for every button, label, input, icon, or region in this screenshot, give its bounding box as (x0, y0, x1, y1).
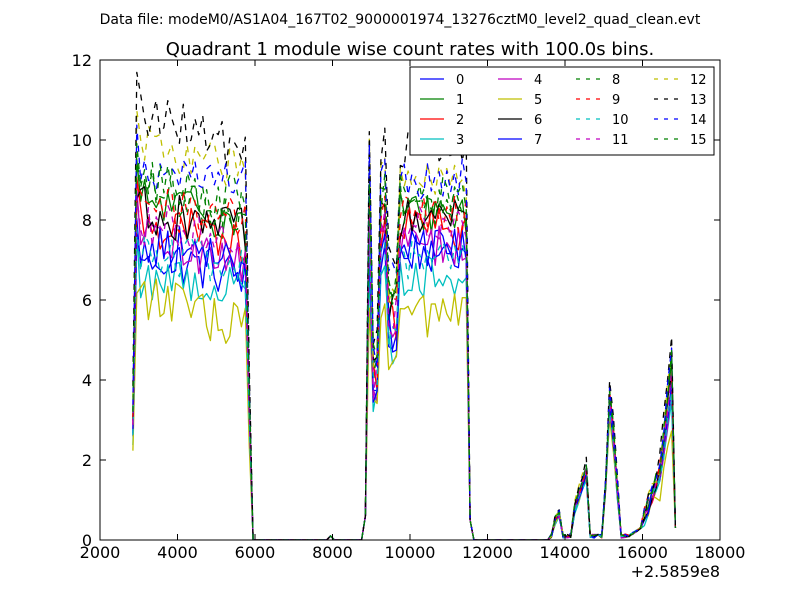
y-tick-label: 8 (82, 211, 92, 230)
x-tick-label: 8000 (312, 543, 353, 562)
y-tick-label: 10 (72, 131, 92, 150)
legend-box (409, 66, 715, 156)
legend-label-15: 15 (690, 133, 707, 148)
series-line-8 (132, 161, 677, 540)
y-tick-label: 12 (72, 51, 92, 70)
series-line-11 (132, 195, 677, 540)
series-layer (132, 71, 677, 540)
series-line-7 (132, 226, 677, 540)
legend-label-10: 10 (612, 113, 629, 128)
x-axis: 2000 4000 6000 8000 10000 12000 14000 16000 1800… (80, 60, 746, 562)
x-tick-label: 4000 (157, 543, 198, 562)
x-tick-label: 18000 (695, 543, 746, 562)
series-line-14 (132, 124, 677, 540)
legend-label-13: 13 (690, 93, 707, 108)
legend-label-11: 11 (612, 133, 629, 148)
legend-label-0: 0 (456, 73, 464, 88)
legend-label-7: 7 (534, 133, 542, 148)
legend-label-4: 4 (534, 73, 542, 88)
legend-label-5: 5 (534, 93, 542, 108)
legend-label-1: 1 (456, 93, 464, 108)
y-tick-label: 0 (82, 531, 92, 550)
x-offset-label: +2.5859e8 (631, 562, 720, 581)
x-tick-label: 14000 (540, 543, 591, 562)
series-line-15 (132, 142, 677, 540)
legend-label-9: 9 (612, 93, 620, 108)
chart-suptitle: Data file: modeM0/AS1A04_167T02_90000019… (100, 12, 701, 28)
x-tick-label: 2000 (80, 543, 121, 562)
y-tick-label: 2 (82, 451, 92, 470)
legend-label-14: 14 (690, 113, 707, 128)
x-tick-label: 10000 (385, 543, 436, 562)
series-line-10 (132, 227, 677, 540)
legend-label-6: 6 (534, 113, 542, 128)
chart-title: Quadrant 1 module wise count rates with … (166, 39, 655, 60)
legend-label-12: 12 (690, 73, 707, 88)
y-tick-label: 4 (82, 371, 92, 390)
x-tick-label: 6000 (235, 543, 276, 562)
x-tick-label: 16000 (617, 543, 668, 562)
x-tick-label: 12000 (462, 543, 513, 562)
y-tick-label: 6 (82, 291, 92, 310)
legend-label-8: 8 (612, 73, 620, 88)
legend-label-3: 3 (456, 133, 464, 148)
legend-label-2: 2 (456, 113, 464, 128)
